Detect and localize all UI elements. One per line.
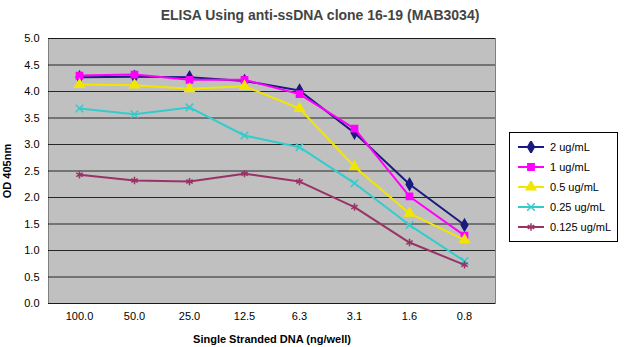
svg-text:100.0: 100.0 bbox=[66, 310, 94, 322]
svg-text:2.5: 2.5 bbox=[24, 165, 39, 177]
svg-text:1.0: 1.0 bbox=[24, 244, 39, 256]
svg-text:12.5: 12.5 bbox=[234, 310, 255, 322]
svg-text:OD 405nm: OD 405nm bbox=[1, 144, 13, 199]
svg-text:6.3: 6.3 bbox=[292, 310, 307, 322]
svg-text:3.0: 3.0 bbox=[24, 138, 39, 150]
html-text:ELISA Using anti-ssDNA clone 1: ELISA Using anti-ssDNA clone 16-19 (MAB3… bbox=[160, 7, 480, 23]
svg-text:5.0: 5.0 bbox=[24, 32, 39, 44]
html-text:0.5 ug/mL: 0.5 ug/mL bbox=[550, 180, 599, 193]
svg-text:3.1: 3.1 bbox=[347, 310, 362, 322]
svg-text:3.5: 3.5 bbox=[24, 112, 39, 124]
svg-text:1.6: 1.6 bbox=[402, 310, 417, 322]
html-text:0.125 ug/mL: 0.125 ug/mL bbox=[550, 220, 612, 233]
svg-text:Single Stranded DNA (ng/well): Single Stranded DNA (ng/well) bbox=[193, 333, 351, 345]
html-text:1 ug/mL: 1 ug/mL bbox=[550, 160, 590, 173]
html-text:0.25 ug/mL: 0.25 ug/mL bbox=[550, 200, 605, 213]
svg-text:1.5: 1.5 bbox=[24, 218, 39, 230]
svg-text:4.5: 4.5 bbox=[24, 59, 39, 71]
svg-text:0.0: 0.0 bbox=[24, 297, 39, 309]
svg-text:0.5: 0.5 bbox=[24, 271, 39, 283]
html-text:2 ug/mL: 2 ug/mL bbox=[550, 140, 590, 153]
svg-text:0.8: 0.8 bbox=[457, 310, 472, 322]
svg-text:50.0: 50.0 bbox=[124, 310, 145, 322]
svg-text:2.0: 2.0 bbox=[24, 191, 39, 203]
svg-text:25.0: 25.0 bbox=[179, 310, 200, 322]
svg-text:4.0: 4.0 bbox=[24, 85, 39, 97]
